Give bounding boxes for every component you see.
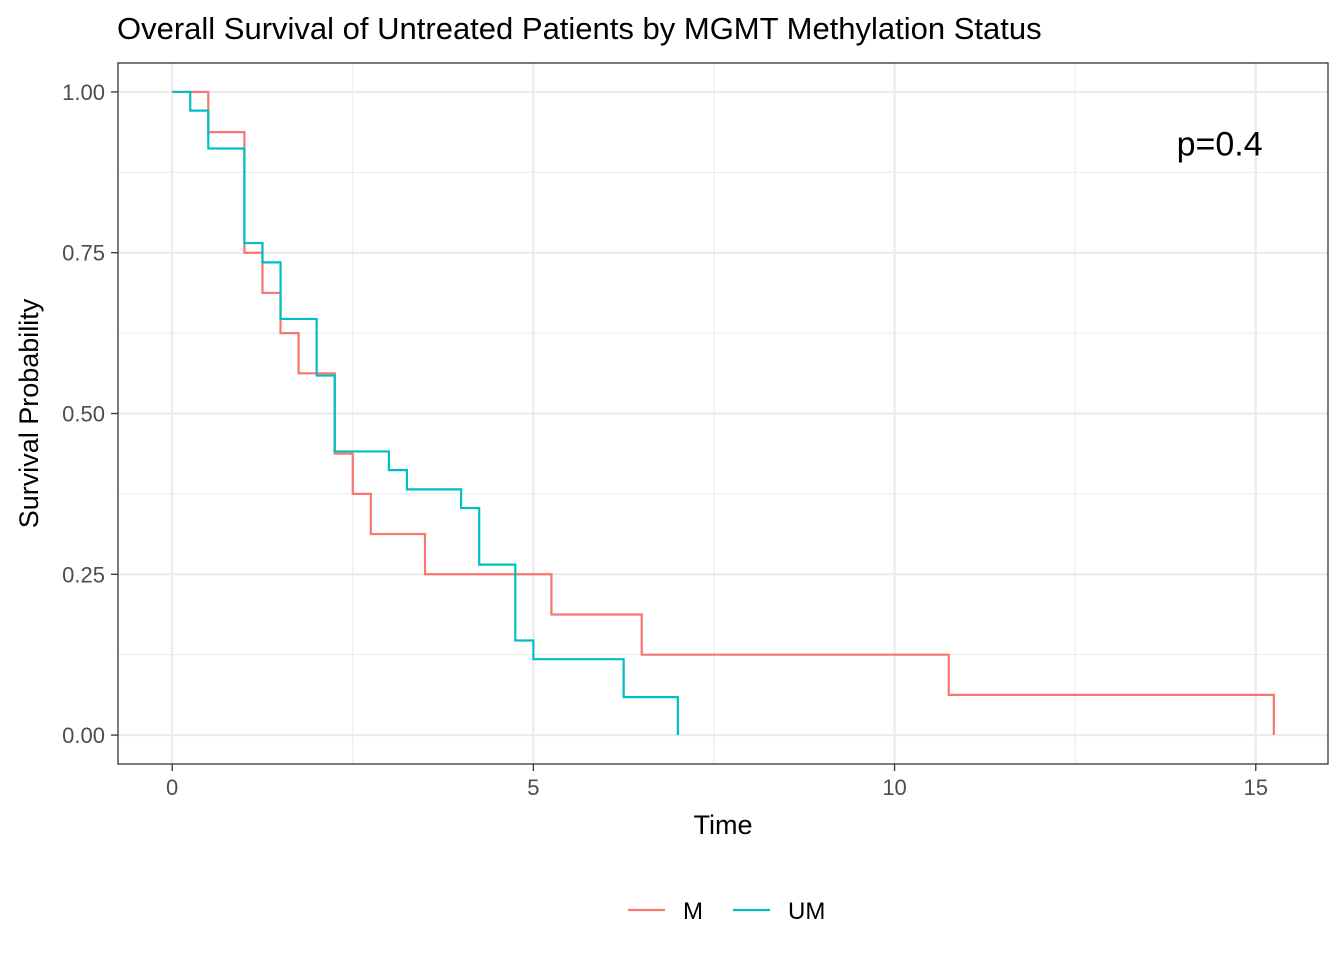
x-axis-title: Time xyxy=(694,810,753,840)
legend-label-m: M xyxy=(683,898,703,925)
y-tick-label: 1.00 xyxy=(62,80,105,105)
km-curve-um xyxy=(172,90,679,736)
legend: M UM xyxy=(628,898,825,925)
y-tick-label: 0.50 xyxy=(62,402,105,427)
x-tick-label: 10 xyxy=(882,775,906,800)
p-value-annotation: p=0.4 xyxy=(1177,125,1263,163)
y-tick-label: 0.25 xyxy=(62,562,105,587)
x-tick-label: 5 xyxy=(527,775,539,800)
x-tick-label: 15 xyxy=(1244,775,1268,800)
x-tick-label: 0 xyxy=(166,775,178,800)
series-lines xyxy=(172,90,1275,736)
legend-label-um: UM xyxy=(788,898,825,925)
km-curve-m xyxy=(172,90,1275,736)
y-axis-title: Survival Probability xyxy=(14,298,44,528)
axes: 0 5 10 15 0.00 0.25 0.50 0.75 1.00 xyxy=(62,80,1268,800)
y-tick-label: 0.00 xyxy=(62,723,105,748)
y-tick-label: 0.75 xyxy=(62,241,105,266)
grid xyxy=(118,63,1328,764)
chart-title: Overall Survival of Untreated Patients b… xyxy=(117,11,1042,46)
